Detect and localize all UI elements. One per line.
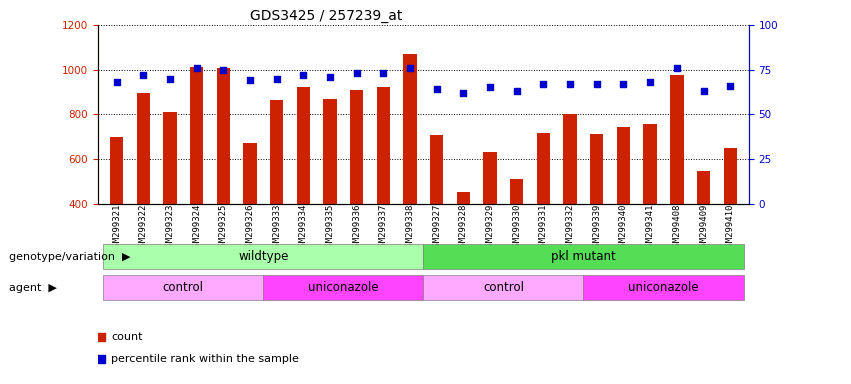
Point <box>483 84 497 91</box>
Point <box>590 81 603 87</box>
Point <box>697 88 711 94</box>
Point <box>243 77 257 83</box>
Text: GSM299409: GSM299409 <box>699 204 708 252</box>
Bar <box>350 90 363 204</box>
Text: GSM299331: GSM299331 <box>539 204 548 252</box>
Bar <box>537 133 550 204</box>
Point <box>216 66 230 73</box>
Text: GSM299336: GSM299336 <box>352 204 361 252</box>
Point <box>163 76 177 82</box>
Text: percentile rank within the sample: percentile rank within the sample <box>111 354 299 364</box>
Text: GSM299323: GSM299323 <box>165 204 174 252</box>
Bar <box>430 136 443 204</box>
Bar <box>190 67 203 204</box>
Point <box>430 86 443 92</box>
Text: GSM299341: GSM299341 <box>646 204 654 252</box>
Text: GSM299328: GSM299328 <box>459 204 468 252</box>
Point <box>723 83 737 89</box>
Bar <box>617 127 630 204</box>
Bar <box>403 53 417 204</box>
Bar <box>457 192 470 204</box>
Bar <box>510 179 523 204</box>
Bar <box>671 75 683 204</box>
Text: GSM299326: GSM299326 <box>245 204 254 252</box>
Bar <box>563 114 577 204</box>
Bar <box>483 152 497 204</box>
Text: count: count <box>111 331 142 341</box>
Point <box>136 72 150 78</box>
Point <box>110 79 123 85</box>
Text: GSM299334: GSM299334 <box>299 204 308 252</box>
Point <box>670 65 683 71</box>
Text: GSM299337: GSM299337 <box>379 204 388 252</box>
Text: genotype/variation  ▶: genotype/variation ▶ <box>9 252 130 262</box>
Text: GSM299335: GSM299335 <box>325 204 334 252</box>
Point <box>457 90 471 96</box>
Bar <box>163 112 176 204</box>
Point <box>283 18 297 24</box>
Bar <box>103 275 263 300</box>
Text: GSM299321: GSM299321 <box>112 204 121 252</box>
Bar <box>297 88 310 204</box>
Point <box>563 81 577 87</box>
Text: wildtype: wildtype <box>238 250 288 263</box>
Text: control: control <box>483 281 524 294</box>
Bar <box>270 100 283 204</box>
Point <box>617 81 631 87</box>
Text: GSM299325: GSM299325 <box>219 204 228 252</box>
Bar <box>323 99 337 204</box>
Bar <box>723 148 737 204</box>
Text: GSM299329: GSM299329 <box>486 204 494 252</box>
Point <box>190 65 203 71</box>
Bar <box>424 245 744 269</box>
Point <box>283 217 297 223</box>
Text: control: control <box>163 281 203 294</box>
Bar <box>243 142 257 204</box>
Text: uniconazole: uniconazole <box>628 281 699 294</box>
Point <box>376 70 390 76</box>
Text: GSM299324: GSM299324 <box>192 204 201 252</box>
Bar <box>103 245 424 269</box>
Text: GSM299339: GSM299339 <box>592 204 602 252</box>
Text: GSM299327: GSM299327 <box>432 204 441 252</box>
Text: GSM299332: GSM299332 <box>566 204 574 252</box>
Text: uniconazole: uniconazole <box>308 281 379 294</box>
Bar <box>424 275 584 300</box>
Point <box>323 74 337 80</box>
Bar <box>377 88 390 204</box>
Title: GDS3425 / 257239_at: GDS3425 / 257239_at <box>249 8 402 23</box>
Text: GSM299322: GSM299322 <box>139 204 148 252</box>
Point <box>643 79 657 85</box>
Bar <box>584 275 744 300</box>
Text: GSM299333: GSM299333 <box>272 204 281 252</box>
Bar <box>136 93 150 204</box>
Point <box>510 88 523 94</box>
Point <box>350 70 363 76</box>
Text: GSM299330: GSM299330 <box>512 204 522 252</box>
Point <box>296 72 310 78</box>
Bar <box>697 171 711 204</box>
Bar <box>217 68 230 204</box>
Text: agent  ▶: agent ▶ <box>9 283 56 293</box>
Text: GSM299410: GSM299410 <box>726 204 734 252</box>
Bar <box>263 275 424 300</box>
Text: pkl mutant: pkl mutant <box>551 250 616 263</box>
Point <box>537 81 551 87</box>
Bar <box>110 137 123 204</box>
Point <box>270 76 283 82</box>
Text: GSM299408: GSM299408 <box>672 204 682 252</box>
Bar <box>590 134 603 204</box>
Text: GSM299338: GSM299338 <box>406 204 414 252</box>
Point <box>403 65 417 71</box>
Bar <box>643 124 657 204</box>
Text: GSM299340: GSM299340 <box>619 204 628 252</box>
